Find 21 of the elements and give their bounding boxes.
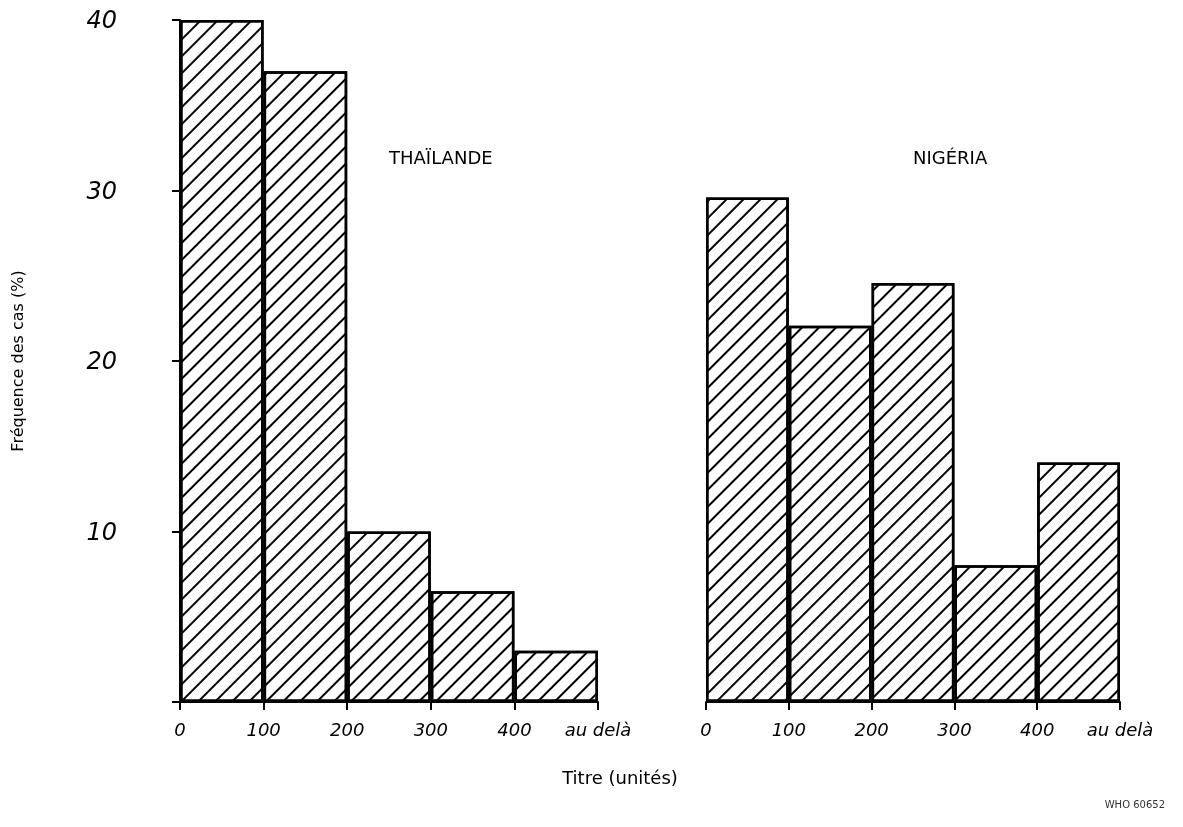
x-tick-label: 0 [700, 718, 712, 740]
text: WHO 60652 [1104, 798, 1166, 810]
x-tick-label: 400 [1020, 718, 1055, 740]
x-tick-label: au delà [1086, 718, 1154, 740]
x-tick-label: 100 [246, 718, 281, 740]
y-tick-label: 40 [86, 6, 117, 34]
x-tick-label: 400 [497, 718, 532, 740]
x-axis-title: Titre (unités) [561, 766, 678, 788]
y-tick-label: 20 [86, 347, 117, 375]
x-tick-label: 300 [937, 718, 972, 740]
text: NIGÉRIA [912, 146, 988, 168]
x-tick-label: 100 [771, 718, 806, 740]
y-tick-label: 10 [86, 517, 117, 546]
x-tick-label: 300 [413, 718, 448, 740]
x-tick-label: 200 [854, 718, 889, 740]
y-axis-title: Fréquence des cas (%) [7, 270, 27, 452]
x-tick-label: au delà [564, 718, 632, 740]
y-tick-label: 30 [86, 176, 117, 205]
x-tick-label: 0 [174, 718, 186, 740]
text: THAÏLANDE [388, 146, 493, 168]
x-tick-label: 200 [330, 718, 365, 740]
